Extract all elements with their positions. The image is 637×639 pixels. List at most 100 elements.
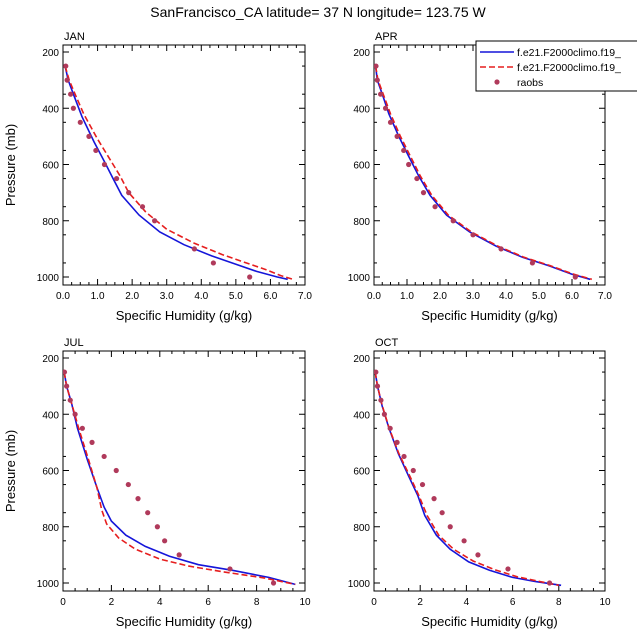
raobs-point xyxy=(431,496,437,502)
x-tick-label: 10 xyxy=(599,597,611,608)
x-tick-label: 2 xyxy=(109,597,115,608)
x-tick-label: 2.0 xyxy=(125,291,139,302)
x-tick-label: 2 xyxy=(417,597,423,608)
raobs-point xyxy=(270,580,277,586)
raobs-point xyxy=(447,524,453,530)
x-axis-label: Specific Humidity (g/kg) xyxy=(421,614,558,629)
raobs-point xyxy=(145,510,151,516)
x-tick-label: 3.0 xyxy=(160,291,174,302)
raobs-point xyxy=(439,510,445,516)
x-tick-label: 10 xyxy=(299,597,311,608)
plot-area xyxy=(63,369,296,586)
y-axis-label: Pressure (mb) xyxy=(3,124,18,206)
raobs-point xyxy=(378,397,384,403)
y-tick-label: 1000 xyxy=(348,579,371,590)
figure-title: SanFrancisco_CA latitude= 37 N longitude… xyxy=(150,4,486,20)
x-tick-label: 1.0 xyxy=(91,291,105,302)
raobs-point xyxy=(210,260,216,266)
series-line-solid xyxy=(374,371,562,587)
legend-marker xyxy=(494,79,500,85)
raobs-point xyxy=(101,453,107,460)
raobs-point xyxy=(125,481,131,488)
x-tick-label: 6 xyxy=(205,597,211,608)
raobs-point xyxy=(247,274,253,280)
raobs-point xyxy=(420,190,427,196)
y-tick-label: 600 xyxy=(353,161,370,172)
y-tick-label: 400 xyxy=(353,104,370,115)
x-tick-label: 6.0 xyxy=(263,291,277,302)
plot-frame xyxy=(62,350,306,592)
series-line-dashed xyxy=(64,65,294,281)
raobs-point xyxy=(529,260,536,266)
raobs-point xyxy=(450,218,456,224)
y-tick-label: 800 xyxy=(353,523,370,534)
legend-label: f.e21.F2000climo.f19_ xyxy=(517,47,621,59)
y-tick-label: 400 xyxy=(353,410,370,421)
raobs-point xyxy=(406,161,412,168)
x-tick-label: 7.0 xyxy=(298,291,312,302)
raobs-point xyxy=(387,425,393,431)
y-tick-label: 600 xyxy=(42,161,59,172)
raobs-point xyxy=(191,246,197,252)
raobs-point xyxy=(86,133,92,139)
x-tick-label: 2.0 xyxy=(433,291,447,302)
raobs-point xyxy=(374,63,379,69)
panel-month-label: JAN xyxy=(64,31,85,43)
x-tick-label: 7.0 xyxy=(598,291,612,302)
raobs-point xyxy=(374,383,381,389)
raobs-point xyxy=(154,524,160,530)
x-tick-label: 0 xyxy=(60,597,66,608)
y-tick-label: 800 xyxy=(42,217,59,228)
panel-apr: APR 0.0 1.0 2.0 3.0 4.0 5.0 6.0 7.0 200 400 600 800 1… xyxy=(348,31,613,323)
x-tick-label: 1.0 xyxy=(400,291,414,302)
raobs-point xyxy=(162,538,168,544)
raobs-point xyxy=(572,274,578,280)
x-tick-label: 0 xyxy=(371,597,377,608)
raobs-point xyxy=(401,453,407,460)
y-tick-label: 800 xyxy=(42,523,59,534)
raobs-point xyxy=(63,63,69,69)
raobs-point xyxy=(419,481,426,488)
x-tick-label: 3.0 xyxy=(466,291,480,302)
raobs-point xyxy=(152,218,158,224)
x-tick-label: 4.0 xyxy=(194,291,208,302)
raobs-point xyxy=(378,91,384,97)
x-tick-label: 0.0 xyxy=(367,291,381,302)
x-axis-label: Specific Humidity (g/kg) xyxy=(116,614,253,629)
raobs-point xyxy=(374,77,380,83)
y-axis-label: Pressure (mb) xyxy=(3,430,18,512)
series-line-solid xyxy=(374,66,591,281)
x-axis-label: Specific Humidity (g/kg) xyxy=(421,308,558,323)
raobs-point xyxy=(475,552,481,558)
raobs-point xyxy=(394,133,400,139)
x-tick-label: 5.0 xyxy=(532,291,546,302)
y-tick-label: 1000 xyxy=(37,273,60,284)
y-tick-label: 400 xyxy=(42,104,59,115)
x-tick-label: 8 xyxy=(556,597,562,608)
panel-month-label: OCT xyxy=(375,337,399,349)
plot-area xyxy=(63,63,294,281)
raobs-point xyxy=(126,190,132,196)
raobs-point xyxy=(461,538,467,544)
raobs-point xyxy=(93,147,99,154)
panel-jul: JUL 0 2 4 6 8 10 200 400 600 800 1000 Specific Humid… xyxy=(3,337,311,629)
raobs-point xyxy=(432,204,438,210)
raobs-point xyxy=(139,204,146,210)
raobs-point xyxy=(101,161,108,168)
raobs-point xyxy=(70,105,76,111)
panel-oct: OCT 0 2 4 6 8 10 200 400 600 800 1000 Specific Humid… xyxy=(348,337,611,629)
raobs-point xyxy=(546,580,553,586)
raobs-point xyxy=(135,496,141,502)
x-tick-label: 0.0 xyxy=(56,291,70,302)
y-tick-label: 1000 xyxy=(37,579,60,590)
legend-label: raobs xyxy=(517,77,543,89)
y-tick-label: 200 xyxy=(42,48,59,59)
raobs-point xyxy=(64,77,70,83)
plot-frame xyxy=(62,44,306,286)
panel-month-label: JUL xyxy=(64,337,84,349)
raobs-point xyxy=(63,369,68,375)
x-axis-label: Specific Humidity (g/kg) xyxy=(116,308,253,323)
y-tick-label: 1000 xyxy=(348,273,371,284)
raobs-point xyxy=(113,175,120,182)
